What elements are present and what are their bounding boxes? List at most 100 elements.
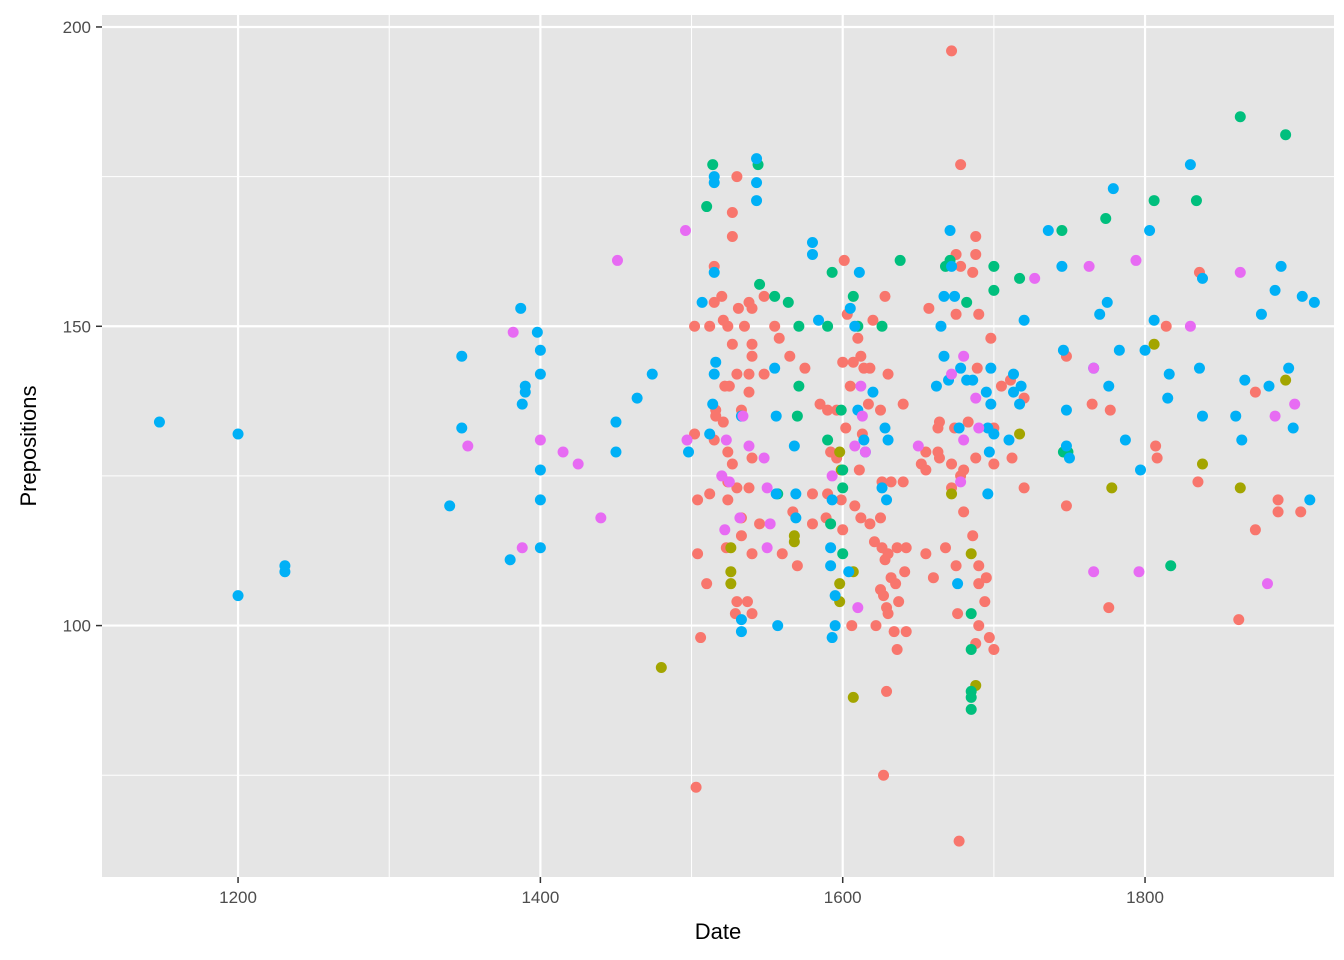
data-point-series-5 [1269, 410, 1281, 422]
data-point-series-1 [995, 380, 1007, 392]
data-point-series-1 [973, 560, 985, 572]
data-point-series-3 [876, 320, 888, 332]
data-point-series-1 [979, 596, 991, 608]
data-point-series-1 [855, 512, 867, 524]
data-point-series-4 [534, 368, 546, 380]
data-point-series-1 [1233, 614, 1245, 626]
data-point-series-1 [940, 542, 952, 554]
data-point-series-4 [1113, 344, 1125, 356]
data-point-series-1 [701, 578, 713, 590]
data-point-series-5 [1088, 362, 1100, 374]
data-point-series-1 [927, 572, 939, 584]
data-point-series-3 [837, 482, 849, 494]
data-point-series-3 [793, 320, 805, 332]
data-point-series-2 [1196, 458, 1208, 470]
data-point-series-4 [1148, 314, 1160, 326]
data-point-series-1 [864, 518, 876, 530]
data-point-series-4 [751, 153, 763, 165]
data-point-series-2 [834, 578, 846, 590]
data-point-series-4 [829, 620, 841, 632]
data-point-series-3 [965, 691, 977, 703]
data-point-series-1 [881, 685, 893, 697]
data-point-series-1 [726, 230, 738, 242]
data-point-series-1 [1151, 452, 1163, 464]
data-point-series-4 [534, 344, 546, 356]
data-point-series-2 [847, 691, 859, 703]
data-point-series-4 [704, 428, 716, 440]
data-point-series-4 [935, 320, 947, 332]
data-point-series-5 [595, 512, 607, 524]
data-point-series-4 [949, 290, 961, 302]
data-point-series-4 [1163, 368, 1175, 380]
data-point-series-5 [681, 434, 693, 446]
data-point-series-1 [1018, 482, 1030, 494]
data-point-series-1 [988, 458, 1000, 470]
plot-panel [102, 15, 1334, 877]
x-tick-label: 1400 [521, 888, 559, 907]
data-point-series-1 [1295, 506, 1307, 518]
data-point-series-4 [1056, 260, 1068, 272]
data-point-series-1 [717, 416, 729, 428]
data-point-series-1 [970, 452, 982, 464]
data-point-series-4 [980, 386, 992, 398]
data-point-series-4 [1196, 410, 1208, 422]
data-point-series-2 [1148, 338, 1160, 350]
data-point-series-2 [725, 542, 737, 554]
data-point-series-1 [735, 530, 747, 542]
data-point-series-5 [572, 458, 584, 470]
data-point-series-1 [746, 302, 758, 314]
data-point-series-4 [813, 314, 825, 326]
data-point-series-1 [885, 476, 897, 488]
data-point-series-3 [1148, 195, 1160, 207]
data-point-series-1 [726, 338, 738, 350]
data-point-series-1 [1086, 398, 1098, 410]
data-point-series-4 [955, 362, 967, 374]
data-point-series-1 [893, 596, 905, 608]
y-tick-label: 200 [63, 18, 91, 37]
y-axis-ticks: 100 150 200 [63, 18, 102, 636]
major-gridlines [102, 15, 1334, 877]
data-point-series-1 [950, 560, 962, 572]
data-point-series-3 [965, 703, 977, 715]
data-point-series-5 [734, 512, 746, 524]
data-point-series-2 [1106, 482, 1118, 494]
data-point-series-1 [704, 488, 716, 500]
data-point-series-1 [853, 464, 865, 476]
data-point-series-4 [770, 410, 782, 422]
data-point-series-4 [982, 488, 994, 500]
data-point-series-1 [773, 332, 785, 344]
data-point-series-1 [743, 368, 755, 380]
data-point-series-3 [988, 260, 1000, 272]
data-point-series-4 [1269, 284, 1281, 296]
data-point-series-4 [1184, 159, 1196, 171]
data-point-series-5 [826, 470, 838, 482]
data-point-series-3 [988, 284, 1000, 296]
data-point-series-1 [891, 542, 903, 554]
data-point-series-3 [965, 644, 977, 656]
data-point-series-4 [610, 446, 622, 458]
data-point-series-3 [822, 434, 834, 446]
data-point-series-5 [534, 434, 546, 446]
data-point-series-4 [1239, 374, 1251, 386]
data-point-series-5 [516, 542, 528, 554]
data-point-series-4 [1060, 404, 1072, 416]
data-point-series-1 [867, 314, 879, 326]
data-point-series-4 [825, 560, 837, 572]
data-point-series-1 [746, 350, 758, 362]
data-point-series-3 [782, 296, 794, 308]
data-point-series-3 [825, 518, 837, 530]
data-point-series-5 [719, 524, 731, 536]
data-point-series-2 [1234, 482, 1246, 494]
data-point-series-1 [689, 320, 701, 332]
data-point-series-5 [723, 476, 735, 488]
data-point-series-4 [769, 362, 781, 374]
data-point-series-3 [835, 404, 847, 416]
data-point-series-1 [946, 45, 958, 57]
data-point-series-4 [1014, 398, 1026, 410]
data-point-series-4 [232, 590, 244, 602]
data-point-series-1 [1160, 320, 1172, 332]
data-point-series-3 [1014, 272, 1026, 284]
data-point-series-1 [897, 398, 909, 410]
data-point-series-4 [1263, 380, 1275, 392]
data-point-series-3 [837, 464, 849, 476]
